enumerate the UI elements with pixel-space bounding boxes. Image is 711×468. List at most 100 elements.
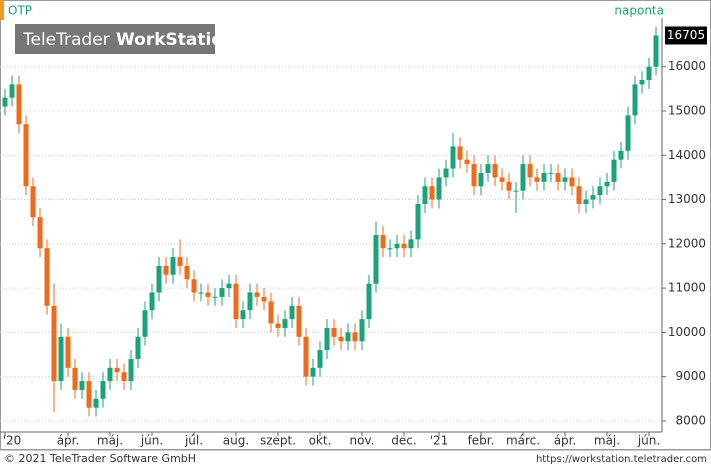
candle-body: [604, 181, 610, 187]
candle-body: [338, 336, 344, 342]
candle-body: [254, 292, 260, 297]
candle-body: [317, 350, 323, 368]
x-tick-label: aug.: [223, 434, 249, 448]
candle-body: [506, 181, 512, 191]
candle-body: [625, 115, 631, 151]
x-tick-label: júl.: [184, 434, 203, 448]
candle-body: [583, 199, 589, 204]
candle-body: [212, 296, 218, 298]
candle-body: [58, 336, 64, 382]
candle-body: [422, 186, 428, 204]
candle-body: [492, 164, 498, 178]
candle-body: [184, 265, 190, 280]
candle-body: [37, 217, 43, 249]
candle-body: [639, 79, 645, 85]
candle-body: [51, 305, 57, 382]
candle-body: [534, 177, 540, 182]
candle-body: [345, 332, 351, 342]
candle-body: [93, 398, 99, 408]
candle-body: [16, 84, 22, 125]
watermark-box: [15, 24, 215, 54]
x-tick-label: okt.: [309, 434, 332, 448]
candle-body: [72, 367, 78, 390]
footer-right: https://workstation.teletrader.com: [536, 454, 707, 465]
candle-body: [471, 164, 477, 187]
watermark-product: WorkStation: [116, 30, 235, 50]
candle-body: [163, 265, 169, 275]
frame: [0, 0, 711, 450]
candle-body: [226, 283, 232, 289]
candle-body: [100, 381, 106, 399]
x-tick-label: jún.: [637, 434, 660, 448]
candle-body: [65, 336, 71, 368]
candle-body: [429, 186, 435, 200]
candle-body: [79, 381, 85, 390]
candle-body: [597, 186, 603, 196]
candle-body: [485, 164, 491, 173]
x-tick-label: ápr.: [57, 434, 80, 448]
candle-body: [324, 327, 330, 351]
candle-body: [387, 248, 393, 250]
candle-body: [121, 372, 127, 382]
candle-body: [576, 186, 582, 204]
candle-body: [268, 301, 274, 324]
x-tick-label: jún.: [140, 434, 163, 448]
candle-body: [408, 239, 414, 249]
symbol: OTP: [8, 4, 32, 18]
last-value-label: 16705: [667, 28, 705, 42]
candle-body: [352, 332, 358, 342]
candle-body: [135, 336, 141, 359]
candle-body: [2, 97, 8, 107]
candle-body: [303, 336, 309, 377]
candle-body: [275, 323, 281, 328]
candle-body: [632, 84, 638, 116]
y-tick-label: 10000: [668, 325, 706, 339]
x-tick-label: márc.: [506, 434, 540, 448]
candle-body: [653, 35, 659, 67]
candle-body: [289, 305, 295, 320]
candle-body: [331, 327, 337, 337]
candle-body: [310, 367, 316, 377]
candle-body: [478, 172, 484, 187]
candle-body: [415, 203, 421, 240]
y-tick-label: 14000: [668, 148, 706, 162]
y-tick-label: 12000: [668, 236, 706, 250]
candle-body: [541, 172, 547, 182]
candle-body: [457, 146, 463, 160]
candle-body: [23, 124, 29, 187]
candle-body: [240, 310, 246, 320]
x-tick-label: máj.: [97, 434, 123, 448]
x-tick-label: nov.: [350, 434, 375, 448]
x-tick-label: '20: [3, 434, 22, 448]
candle-body: [30, 186, 36, 218]
candle-body: [9, 84, 15, 98]
candle-body: [520, 164, 526, 191]
candle-body: [366, 283, 372, 320]
candle-body: [282, 319, 288, 328]
x-tick-label: ápr.: [554, 434, 577, 448]
x-tick-label: dec.: [391, 434, 416, 448]
candle-body: [436, 177, 442, 200]
x-tick-label: '21: [430, 434, 449, 448]
candle-body: [499, 177, 505, 182]
candle-body: [261, 296, 267, 302]
footer-left: © 2021 TeleTrader Software GmbH: [4, 452, 196, 465]
candle-body: [86, 381, 92, 408]
candle-body: [198, 292, 204, 294]
candle-body: [247, 292, 253, 311]
candle-body: [219, 288, 225, 297]
candle-body: [114, 367, 120, 373]
candle-body: [548, 172, 554, 174]
last-value-box: [665, 26, 707, 45]
x-tick-label: febr.: [468, 434, 495, 448]
candle-body: [380, 234, 386, 249]
candle-body: [443, 168, 449, 178]
candle-body: [527, 164, 533, 178]
candle-body: [590, 195, 596, 200]
candle-body: [142, 310, 148, 337]
watermark-brand: TeleTrader: [22, 30, 110, 50]
candle-body: [464, 159, 470, 165]
candle-body: [513, 190, 519, 192]
